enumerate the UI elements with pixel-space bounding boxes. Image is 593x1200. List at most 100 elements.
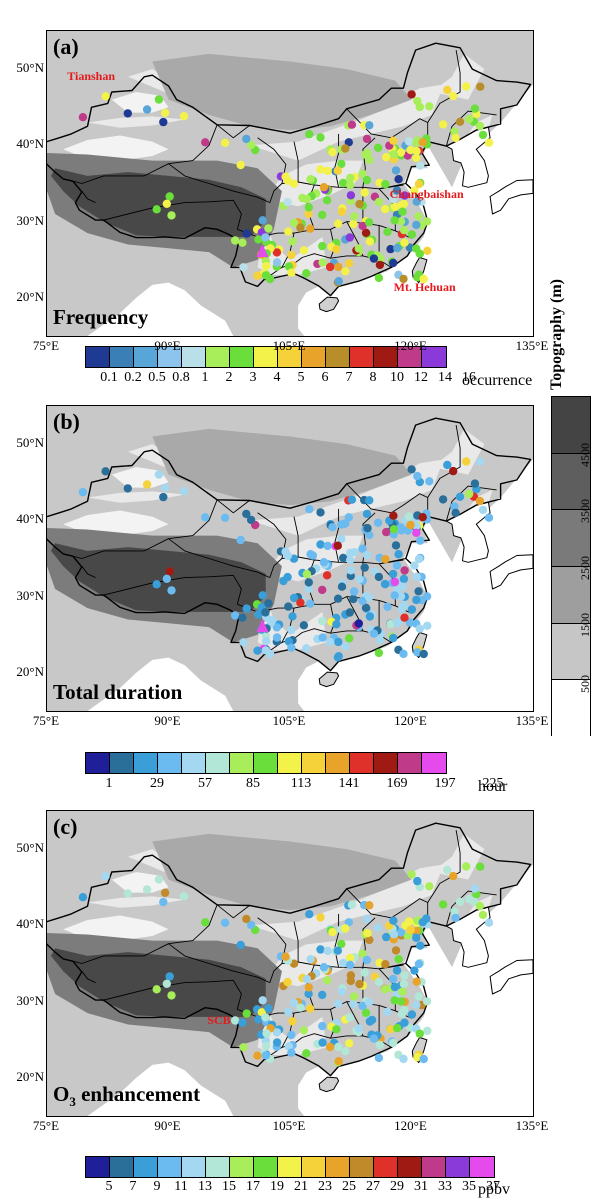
site-marker <box>425 477 434 486</box>
site-marker <box>283 572 292 582</box>
site-marker <box>361 603 371 612</box>
site-marker <box>478 910 488 920</box>
site-marker <box>306 599 315 608</box>
colorbar-tick-label: 2 <box>225 370 233 385</box>
site-marker <box>296 598 305 607</box>
site-marker <box>354 619 363 628</box>
site-marker <box>422 592 432 601</box>
site-marker <box>288 1017 297 1026</box>
site-marker <box>328 523 337 532</box>
colorbar-b <box>85 752 447 774</box>
site-marker <box>254 1015 263 1024</box>
province-border <box>72 879 218 964</box>
site-marker <box>101 872 110 881</box>
site-marker <box>407 465 416 474</box>
site-marker <box>438 900 448 909</box>
topography-tick-label: 1500 <box>578 612 592 637</box>
colorbar-tick-label: 13 <box>198 1179 212 1194</box>
colorbar-tick-label: 27 <box>366 1179 380 1194</box>
site-marker <box>396 523 406 532</box>
site-marker <box>283 977 292 987</box>
site-marker <box>142 105 152 114</box>
site-marker <box>337 159 346 169</box>
site-marker <box>443 865 452 875</box>
site-marker <box>391 166 401 175</box>
site-marker <box>399 225 409 235</box>
site-marker <box>316 913 325 922</box>
site-marker <box>358 169 367 178</box>
site-marker <box>304 584 313 594</box>
site-marker <box>304 203 313 212</box>
site-marker <box>284 602 293 611</box>
site-marker <box>404 512 414 521</box>
site-marker <box>242 229 251 238</box>
site-marker <box>400 191 409 200</box>
site-marker <box>101 467 110 476</box>
site-marker <box>306 550 315 559</box>
site-marker <box>418 918 427 927</box>
site-marker <box>375 635 385 645</box>
site-marker <box>333 999 343 1008</box>
site-marker <box>455 492 465 501</box>
topography-tick-label: 4500 <box>578 442 592 467</box>
site-marker <box>412 595 421 605</box>
site-marker <box>389 150 399 159</box>
site-marker <box>360 563 369 572</box>
site-marker <box>412 528 421 537</box>
site-marker <box>242 1009 251 1018</box>
site-marker <box>374 273 384 283</box>
site-marker <box>325 637 335 647</box>
province-border <box>293 516 299 557</box>
colorbar-cell <box>326 753 350 773</box>
site-marker <box>230 611 240 620</box>
site-marker <box>388 194 398 204</box>
panel-label-a: (a) <box>53 34 79 59</box>
site-marker <box>289 218 299 228</box>
map-svg-c <box>47 811 533 1116</box>
site-marker <box>323 166 332 176</box>
site-marker <box>264 599 273 608</box>
province-border <box>168 943 270 984</box>
site-marker <box>375 260 385 270</box>
site-marker <box>380 580 390 589</box>
site-marker <box>167 991 176 1000</box>
site-marker <box>261 233 270 242</box>
site-marker <box>165 567 174 576</box>
lon-tick-label: 90°E <box>154 338 181 353</box>
site-marker <box>339 553 348 563</box>
colorbar-tick-label: 11 <box>174 1179 188 1194</box>
lon-tick-label: 75°E <box>32 1118 60 1133</box>
site-marker <box>412 977 421 986</box>
site-marker <box>407 605 417 614</box>
site-marker <box>334 652 343 661</box>
site-marker <box>289 593 299 603</box>
site-marker <box>341 1047 350 1056</box>
site-marker <box>264 224 273 233</box>
site-marker <box>464 894 474 904</box>
site-marker <box>355 979 364 989</box>
site-marker <box>386 1024 395 1034</box>
site-marker <box>475 121 485 131</box>
site-marker <box>406 925 415 935</box>
site-marker <box>341 144 350 153</box>
site-marker <box>296 223 305 232</box>
site-marker <box>258 591 267 600</box>
colorbar-tick-label: 4 <box>273 370 281 385</box>
site-marker <box>382 932 391 942</box>
site-marker <box>476 862 485 871</box>
colorbar-unit-b: hour <box>478 778 508 795</box>
site-marker <box>220 513 230 522</box>
colorbar-cell <box>278 1157 302 1177</box>
site-marker <box>390 996 399 1005</box>
topography-cell <box>552 397 590 454</box>
site-marker <box>450 907 459 916</box>
site-marker <box>242 134 251 144</box>
hainan-outline <box>318 1076 340 1093</box>
colorbar-cell <box>182 1157 206 1177</box>
site-marker <box>201 918 210 927</box>
panel-label-c: (c) <box>53 814 78 839</box>
site-marker <box>410 561 419 570</box>
site-marker <box>451 508 460 518</box>
site-marker <box>412 153 421 162</box>
colorbar-cell <box>206 753 230 773</box>
